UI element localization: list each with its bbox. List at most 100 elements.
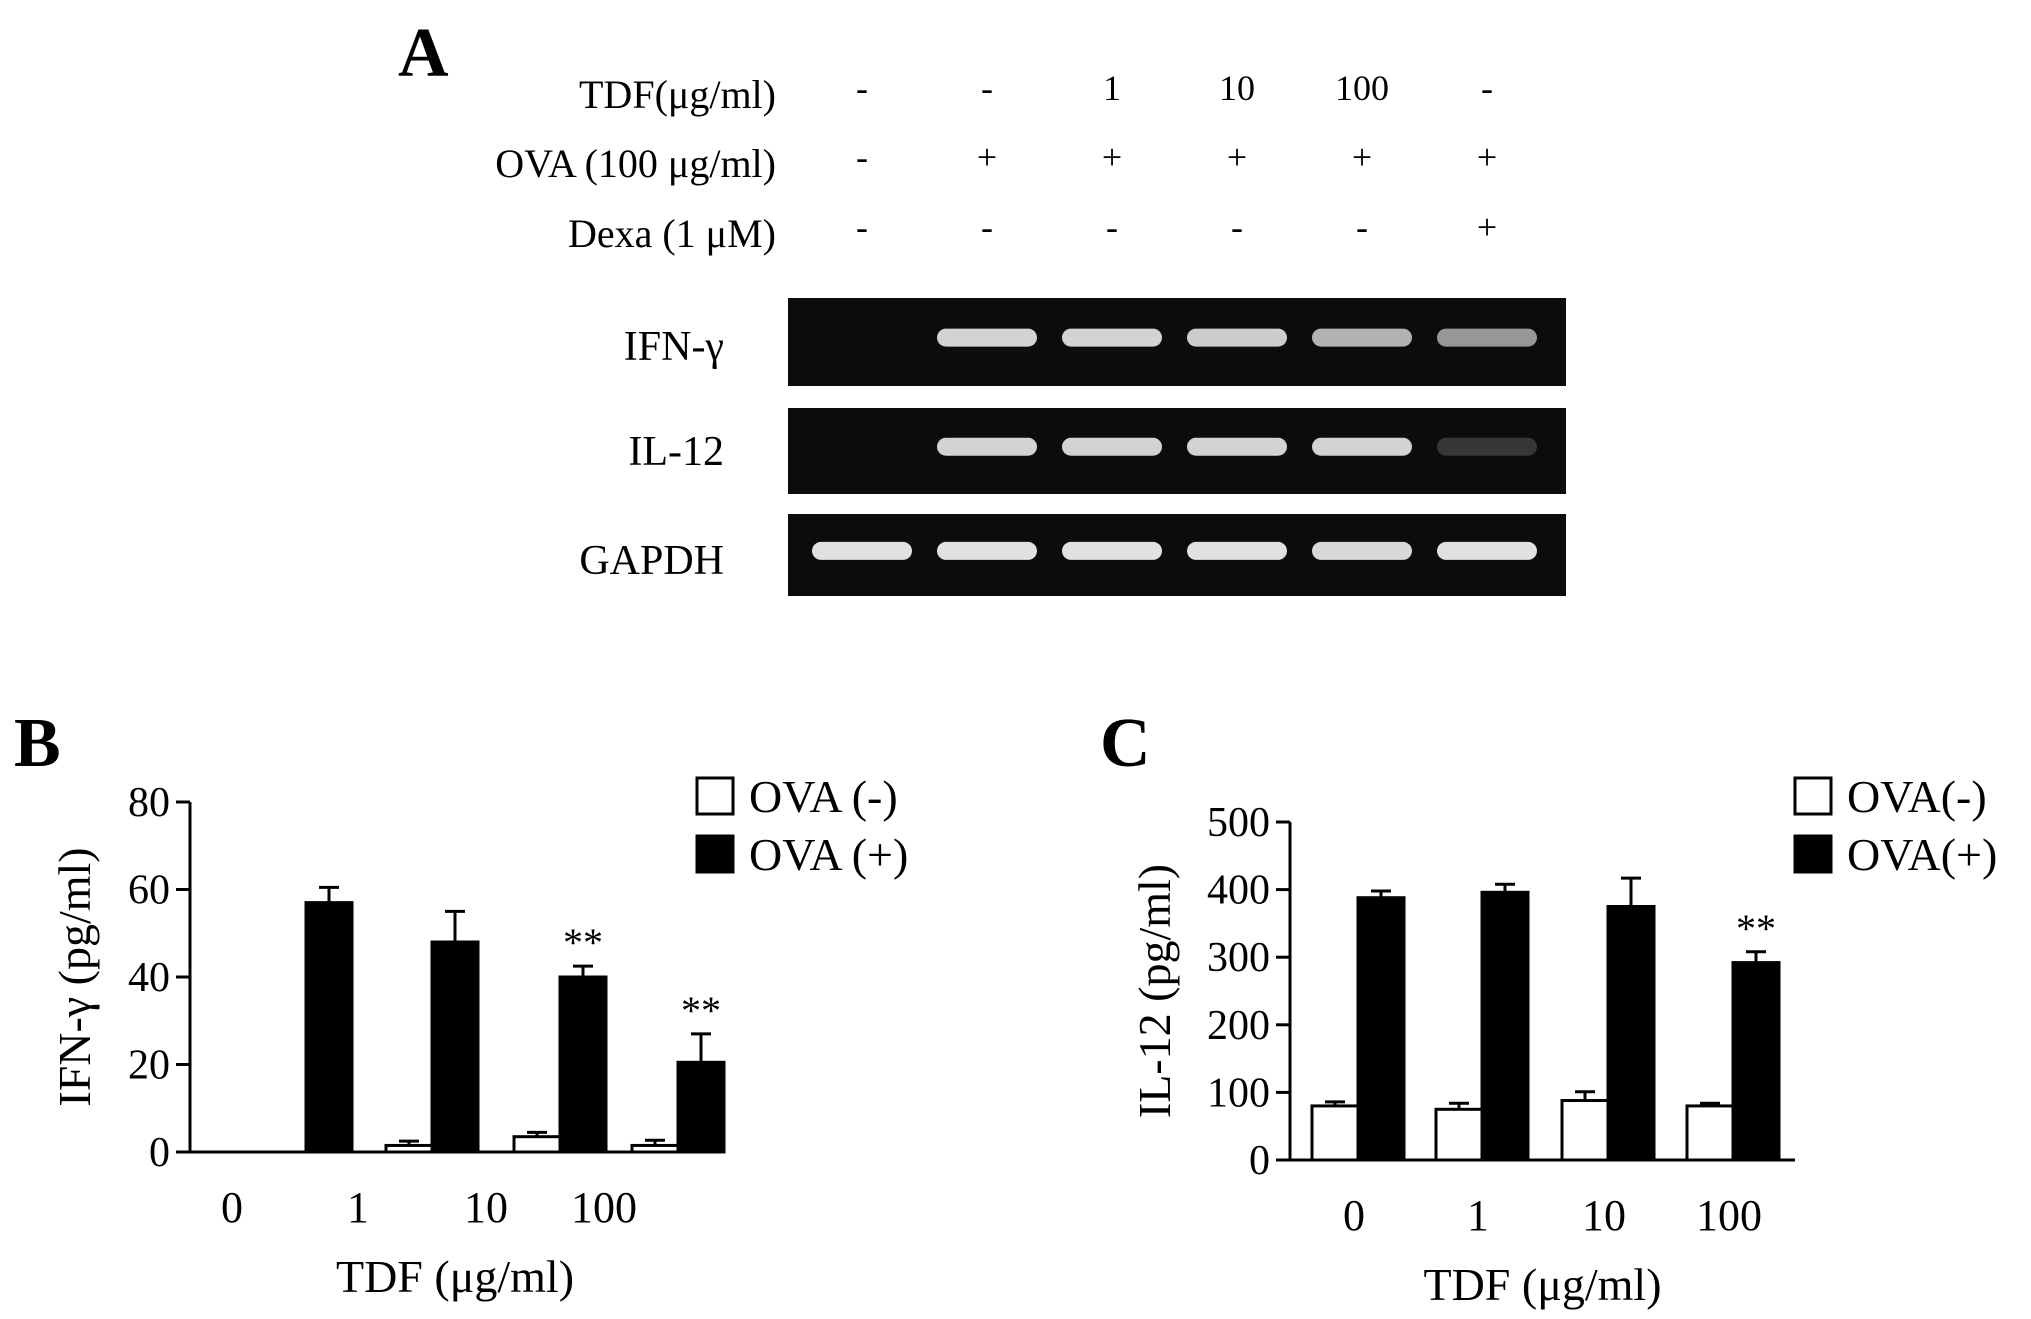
x-tick-label: 100 xyxy=(571,1183,637,1232)
legend-label: OVA (+) xyxy=(749,829,908,880)
gel-band xyxy=(1312,437,1412,456)
condition-value: - xyxy=(981,207,993,247)
gel-band xyxy=(1062,541,1162,560)
y-tick-label: 300 xyxy=(1207,935,1270,981)
gel-band xyxy=(1312,328,1412,347)
condition-value: - xyxy=(1106,207,1118,247)
bar-ova-minus xyxy=(1560,1099,1610,1162)
significance-annotation: ** xyxy=(1736,906,1776,951)
x-axis-title: TDF (μg/ml) xyxy=(336,1251,574,1302)
bar-ova-plus xyxy=(1731,961,1781,1162)
gel-background xyxy=(788,514,1566,596)
bar-ova-minus xyxy=(1685,1104,1735,1162)
x-tick-label: 0 xyxy=(1343,1191,1365,1240)
condition-value: + xyxy=(1477,207,1497,247)
gel-band xyxy=(1187,437,1287,456)
condition-label: TDF(μg/ml) xyxy=(579,72,776,117)
bar-ova-plus xyxy=(304,901,354,1154)
bar-ova-plus xyxy=(558,975,608,1154)
condition-value: + xyxy=(1102,137,1122,177)
gel-ifn-gamma xyxy=(788,298,1566,386)
gel-band xyxy=(1437,541,1537,560)
y-tick-label: 0 xyxy=(1249,1138,1270,1184)
x-tick-label: 10 xyxy=(464,1183,508,1232)
significance-annotation: ** xyxy=(563,920,603,965)
gel-band xyxy=(1062,328,1162,347)
bar-ova-minus xyxy=(384,1143,434,1154)
bar-ova-plus xyxy=(1356,896,1406,1162)
condition-value: - xyxy=(856,68,868,108)
legend-label: OVA(+) xyxy=(1847,829,1997,880)
panel-b-letter: B xyxy=(14,705,61,782)
y-tick-label: 200 xyxy=(1207,1003,1270,1049)
condition-value: - xyxy=(1481,68,1493,108)
gel-gapdh xyxy=(788,514,1566,596)
legend-swatch xyxy=(695,834,735,874)
legend-label: OVA(-) xyxy=(1847,771,1987,822)
y-tick-label: 20 xyxy=(128,1043,170,1089)
condition-value: + xyxy=(1352,137,1372,177)
condition-value: - xyxy=(1231,207,1243,247)
condition-value: 100 xyxy=(1335,68,1389,108)
y-axis-title: IFN-γ (pg/ml) xyxy=(49,847,100,1106)
y-tick-label: 100 xyxy=(1207,1070,1270,1116)
x-tick-label: 100 xyxy=(1696,1191,1762,1240)
gel-band xyxy=(937,541,1037,560)
bar-ova-minus xyxy=(512,1135,562,1154)
gel-band xyxy=(937,437,1037,456)
bar-ova-minus xyxy=(1434,1107,1484,1162)
condition-label: Dexa (1 μM) xyxy=(568,211,776,256)
gel-label: IFN-γ xyxy=(624,324,724,370)
panel-a: TDF(μg/ml) - - 1 10 100 - OVA (100 μg/ml) - + + + + +… xyxy=(495,68,1566,596)
y-tick-label: 400 xyxy=(1207,868,1270,914)
x-tick-label: 0 xyxy=(221,1183,243,1232)
bar-ova-minus xyxy=(1310,1104,1360,1162)
gel-band xyxy=(1312,541,1412,560)
legend-swatch xyxy=(1793,834,1833,874)
gel-background xyxy=(788,298,1566,386)
gel-label: IL-12 xyxy=(628,429,724,475)
gel-il-12 xyxy=(788,408,1566,494)
gel-background xyxy=(788,408,1566,494)
gel-band xyxy=(1437,328,1537,347)
legend-label: OVA (-) xyxy=(749,771,898,822)
gel-band xyxy=(1187,541,1287,560)
condition-value: - xyxy=(856,207,868,247)
y-axis-title: IL-12 (pg/ml) xyxy=(1129,864,1180,1118)
panel-a-letter: A xyxy=(398,15,449,92)
y-tick-label: 60 xyxy=(128,868,170,914)
gel-band xyxy=(1437,437,1537,456)
significance-annotation: ** xyxy=(681,988,721,1033)
panel-c-letter: C xyxy=(1100,705,1151,782)
condition-value: - xyxy=(1356,207,1368,247)
condition-value: 10 xyxy=(1219,68,1255,108)
y-tick-label: 0 xyxy=(149,1130,170,1176)
bar-ova-minus xyxy=(630,1143,680,1154)
panel-b-chart: 0 20 40 60 80 0 1 10 100 ** ** TDF (μg/ml) IFN-γ (pg… xyxy=(49,771,908,1302)
x-tick-label: 1 xyxy=(1467,1191,1489,1240)
condition-value: + xyxy=(1477,137,1497,177)
legend-swatch xyxy=(1793,776,1833,816)
gel-band xyxy=(812,541,912,560)
gel-band xyxy=(937,328,1037,347)
legend-swatch xyxy=(695,776,735,816)
bar-ova-plus xyxy=(1480,890,1530,1162)
x-tick-label: 1 xyxy=(347,1183,369,1232)
y-tick-label: 500 xyxy=(1207,800,1270,846)
condition-label: OVA (100 μg/ml) xyxy=(495,141,776,186)
bar-ova-plus xyxy=(1606,905,1656,1162)
condition-value: 1 xyxy=(1103,68,1121,108)
gel-label: GAPDH xyxy=(579,538,724,584)
gel-band xyxy=(1062,437,1162,456)
condition-value: - xyxy=(856,137,868,177)
bar-ova-plus xyxy=(430,940,480,1154)
bar-ova-plus xyxy=(676,1060,726,1154)
condition-value: + xyxy=(1227,137,1247,177)
panel-c-chart: 0 100 200 300 400 500 0 1 10 100 ** TDF (μg/ml) IL-1… xyxy=(1129,771,1997,1310)
x-axis-title: TDF (μg/ml) xyxy=(1423,1259,1661,1310)
x-tick-label: 10 xyxy=(1582,1191,1626,1240)
condition-value: - xyxy=(981,68,993,108)
condition-value: + xyxy=(977,137,997,177)
gel-band xyxy=(1187,328,1287,347)
